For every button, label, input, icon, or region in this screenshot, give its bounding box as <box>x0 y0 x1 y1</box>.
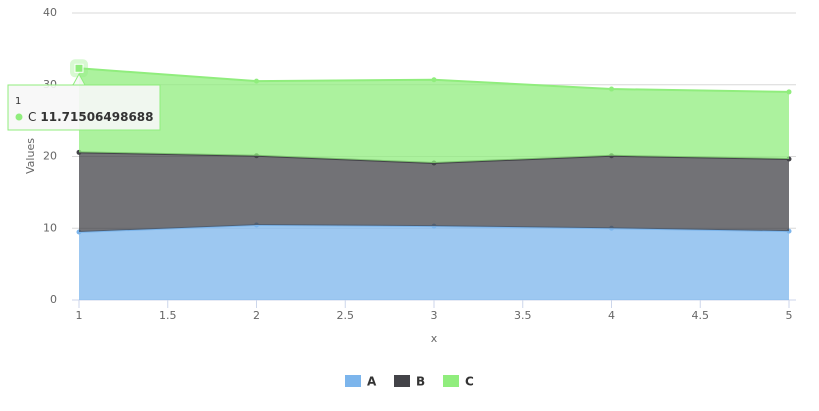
legend-label[interactable]: B <box>416 375 425 389</box>
legend-swatch[interactable] <box>443 375 459 387</box>
tooltip-text: C 11.71506498688 <box>28 110 154 124</box>
y-tick-label: 0 <box>50 293 57 306</box>
x-axis-label: x <box>431 332 438 345</box>
area <box>79 152 789 232</box>
area <box>79 225 789 300</box>
y-tick-label: 20 <box>43 150 57 163</box>
point-marker <box>609 86 614 92</box>
y-tick-label: 40 <box>43 6 57 19</box>
tooltip-header: 1 <box>15 96 21 107</box>
legend-swatch[interactable] <box>345 375 361 387</box>
x-tick-label: 1.5 <box>159 309 177 322</box>
x-tick-label: 4.5 <box>692 309 710 322</box>
hover-marker <box>74 63 84 73</box>
x-tick-label: 1 <box>76 309 83 322</box>
x-tick-label: 3.5 <box>514 309 532 322</box>
x-tick-label: 5 <box>786 309 793 322</box>
legend-label[interactable]: C <box>465 375 474 389</box>
point-marker <box>254 78 259 84</box>
tooltip: 1C 11.71506498688 <box>7 72 161 131</box>
x-tick-label: 3 <box>431 309 438 322</box>
x-tick-label: 2.5 <box>337 309 355 322</box>
point-marker <box>786 89 792 95</box>
tooltip-box <box>7 72 161 131</box>
y-tick-label: 10 <box>43 221 57 234</box>
tooltip-value: 11.71506498688 <box>40 110 153 124</box>
y-axis-label: Values <box>24 138 37 174</box>
tt-name: C <box>28 110 36 124</box>
point-marker <box>431 77 437 83</box>
legend-label[interactable]: A <box>367 375 377 389</box>
x-tick-label: 2 <box>253 309 260 322</box>
area <box>79 68 789 163</box>
legend-swatch[interactable] <box>394 375 410 387</box>
tooltip-dot <box>15 113 23 121</box>
x-tick-label: 4 <box>608 309 615 322</box>
